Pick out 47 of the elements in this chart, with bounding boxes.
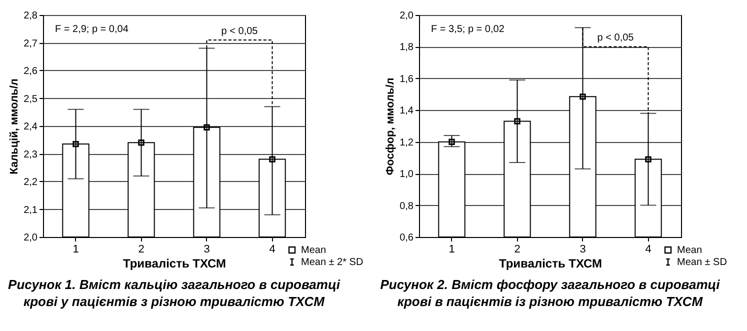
point: [514, 118, 520, 124]
point: [204, 124, 210, 130]
x-tick-label: 3: [580, 244, 586, 256]
y-tick-label: 2,0: [24, 232, 38, 244]
point: [580, 94, 586, 100]
annotation: F = 3,5; p = 0,02: [431, 24, 505, 35]
x-axis-title: Тривалість ТХСМ: [498, 256, 602, 270]
annotation: p < 0,05: [221, 26, 258, 37]
y-tick-label: 0,6: [400, 232, 414, 244]
x-tick-label: 4: [645, 244, 652, 256]
point: [269, 156, 276, 162]
annotation: p < 0,05: [597, 32, 634, 44]
point: [138, 140, 144, 146]
legend-label: Mean: [301, 245, 326, 256]
y-tick-label: 2,7: [24, 38, 38, 50]
x-tick-label: 3: [204, 244, 210, 256]
y-tick-label: 2,2: [24, 177, 38, 188]
legend-label: Mean: [677, 245, 702, 256]
text: Рисунок 2. Вміст фосфору загального в сироватці крові в пацієнтів із різною тривалістю ТХСМ: [380, 277, 720, 309]
y-axis-title: Фосфор, ммоль/л: [384, 78, 397, 176]
y-tick-label: 2,3: [24, 149, 38, 160]
y-tick-label: 0,8: [400, 200, 414, 212]
x-axis-title: Тривалість ТХСМ: [122, 256, 226, 270]
x-tick-label: 2: [514, 244, 520, 256]
y-tick-label: 1,0: [400, 169, 414, 180]
y-tick-label: 2,4: [24, 122, 38, 132]
y-tick-label: 2,0: [400, 10, 414, 22]
y-tick-label: 1,6: [400, 74, 414, 85]
x-tick-label: 1: [448, 244, 455, 256]
annotation: F = 2,9; p = 0,04: [55, 24, 129, 35]
text: Рисунок 1. Вміст кальцію загального в сироватці крові у пацієнтів з різною тривалістю ТХСМ: [8, 277, 340, 309]
text: Mean ± 2* SD: [301, 257, 364, 268]
x-tick-label: 1: [72, 244, 79, 256]
y-axis-title: Кальцій, ммоль/л: [8, 78, 21, 174]
y-tick-label: 2,1: [24, 204, 38, 216]
point: [448, 138, 455, 145]
y-tick-label: 2,8: [24, 10, 38, 22]
y-tick-label: 1,8: [400, 42, 414, 54]
point: [645, 156, 652, 162]
y-tick-label: 1,4: [400, 106, 414, 117]
x-tick-label: 4: [269, 244, 276, 256]
y-tick-label: 2,5: [24, 94, 38, 105]
point: [72, 140, 79, 148]
y-tick-label: 2,6: [24, 66, 38, 77]
x-tick-label: 2: [138, 244, 144, 256]
y-tick-label: 1,2: [400, 137, 414, 148]
text: Mean ± SD: [677, 257, 727, 268]
